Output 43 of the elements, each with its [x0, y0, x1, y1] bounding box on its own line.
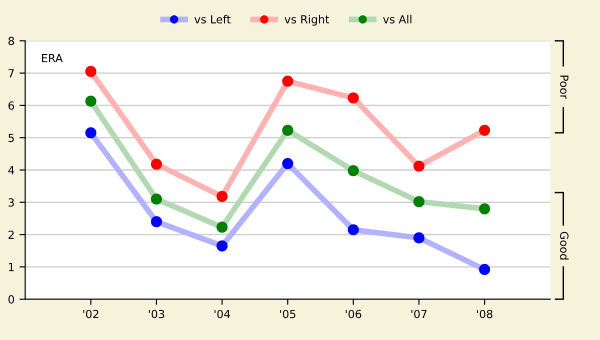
- point: [216, 240, 228, 252]
- x-tick-label: '07: [411, 310, 427, 318]
- point: [216, 222, 228, 233]
- point: [413, 196, 425, 208]
- y-tick-label: 8: [8, 36, 14, 46]
- legend-label: vs All: [383, 14, 412, 24]
- point: [150, 216, 162, 228]
- point: [150, 158, 162, 170]
- y-axis-title: ERA: [42, 54, 63, 62]
- point: [413, 160, 425, 172]
- point: [479, 264, 490, 276]
- point: [85, 66, 96, 78]
- point: [85, 127, 96, 138]
- x-tick-label: '08: [477, 310, 492, 318]
- point: [282, 76, 294, 87]
- point: [348, 224, 359, 236]
- point: [150, 194, 162, 205]
- x-tick-label: '06: [346, 310, 362, 318]
- point: [348, 165, 359, 176]
- point: [85, 96, 96, 107]
- point: [216, 190, 228, 202]
- y-tick-label: 1: [8, 263, 14, 272]
- point: [479, 124, 490, 136]
- y-tick-label: 4: [8, 166, 14, 174]
- legend-label: vs Left: [194, 14, 231, 24]
- legend-label: vs Right: [284, 14, 330, 26]
- y-tick-label: 2: [8, 230, 14, 239]
- x-tick-label: '04: [214, 310, 230, 318]
- text: Good: [560, 232, 569, 260]
- x-tick-label: '02: [83, 310, 98, 318]
- text: Poor: [560, 76, 568, 100]
- x-tick-label: '03: [148, 310, 164, 318]
- y-tick-label: 5: [8, 134, 14, 142]
- point: [479, 203, 490, 214]
- x-tick-label: '05: [280, 310, 296, 318]
- point: [348, 92, 359, 104]
- y-tick-label: 3: [8, 198, 14, 207]
- y-tick-label: 0: [8, 295, 14, 304]
- y-tick-label: 7: [8, 69, 14, 78]
- point: [413, 232, 425, 244]
- y-tick-label: 6: [8, 101, 14, 110]
- point: [282, 124, 294, 136]
- point: [282, 158, 294, 170]
